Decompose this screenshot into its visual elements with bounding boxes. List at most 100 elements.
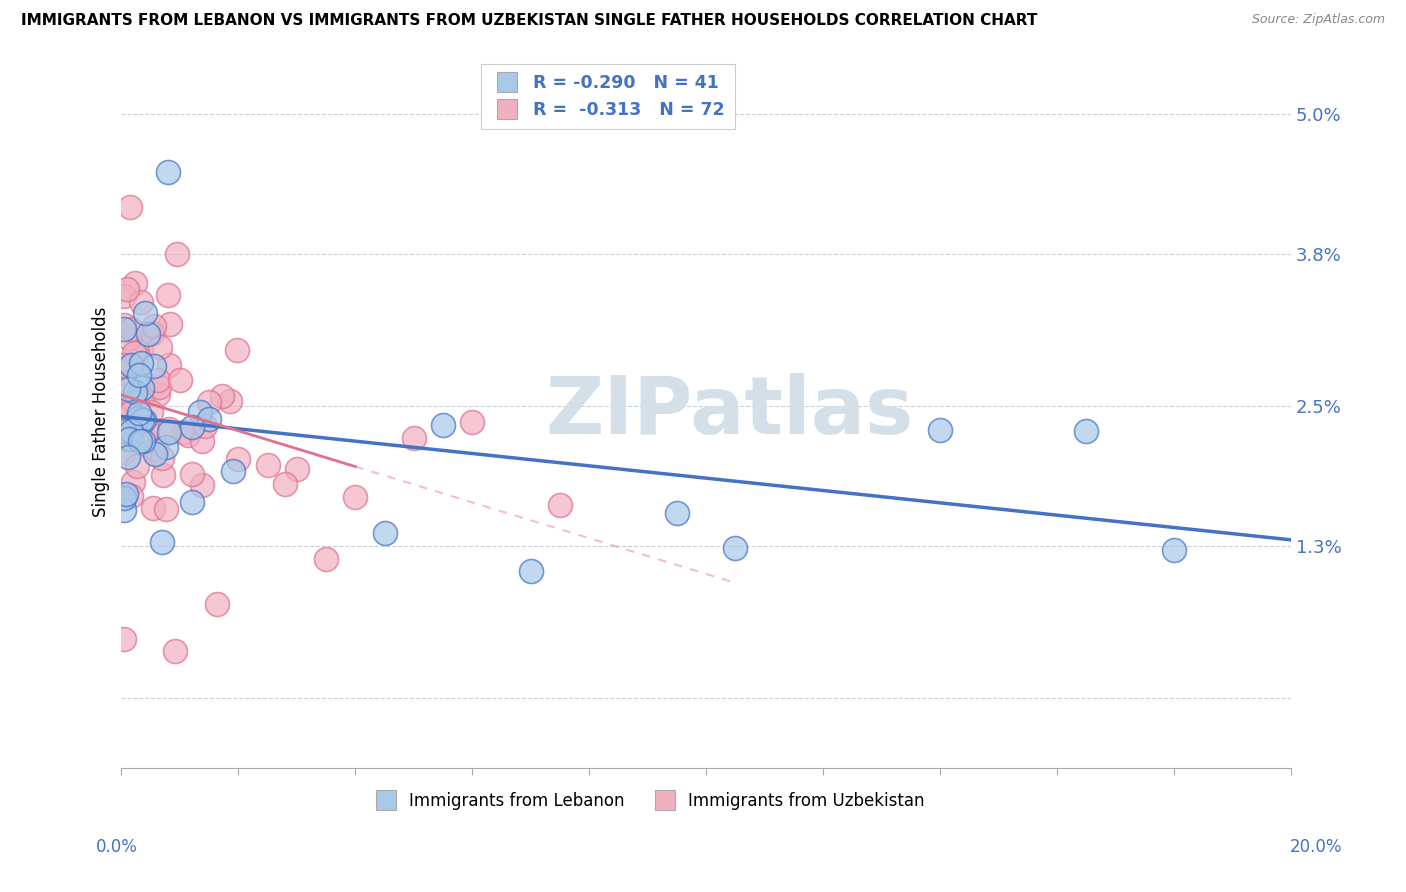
Point xyxy=(148,379,170,393)
Point xyxy=(117,450,139,465)
Point xyxy=(122,345,145,359)
Point xyxy=(121,475,143,489)
Point xyxy=(136,423,159,437)
Point xyxy=(125,458,148,473)
Point xyxy=(194,418,217,433)
Point xyxy=(118,331,141,345)
Point xyxy=(128,368,150,383)
Point xyxy=(274,476,297,491)
Point xyxy=(157,288,180,302)
Point xyxy=(114,430,136,444)
Point xyxy=(120,424,142,438)
Point xyxy=(188,404,211,418)
Point xyxy=(149,340,172,354)
Point xyxy=(180,494,202,508)
Point xyxy=(402,431,425,445)
Point xyxy=(169,373,191,387)
Point xyxy=(150,451,173,466)
Point xyxy=(122,395,145,409)
Point xyxy=(112,632,135,647)
Point xyxy=(120,393,142,408)
Point xyxy=(125,348,148,362)
Point xyxy=(141,326,163,340)
Text: 20.0%: 20.0% xyxy=(1291,838,1343,856)
Point xyxy=(128,434,150,449)
Point xyxy=(165,644,187,658)
Point xyxy=(131,390,153,404)
Point xyxy=(177,428,200,442)
Point xyxy=(150,535,173,549)
Point xyxy=(112,364,135,378)
Text: 0.0%: 0.0% xyxy=(96,838,138,856)
Point xyxy=(129,294,152,309)
Point xyxy=(157,165,180,179)
Point xyxy=(124,385,146,400)
Point xyxy=(136,326,159,341)
Point xyxy=(134,430,156,444)
Point xyxy=(131,412,153,426)
Point xyxy=(142,500,165,515)
Point xyxy=(159,317,181,331)
Point xyxy=(112,367,135,381)
Point xyxy=(256,458,278,473)
Point xyxy=(112,288,135,302)
Point xyxy=(226,343,249,358)
Point xyxy=(120,358,142,372)
Point xyxy=(120,489,142,503)
Point xyxy=(180,420,202,434)
Point xyxy=(145,442,167,456)
Point xyxy=(159,358,181,372)
Point xyxy=(191,478,214,492)
Point xyxy=(1163,543,1185,558)
Point xyxy=(129,356,152,370)
Point xyxy=(198,412,221,426)
Point xyxy=(173,425,195,440)
Point xyxy=(112,408,135,422)
Point xyxy=(180,467,202,481)
Point xyxy=(121,419,143,434)
Point xyxy=(112,318,135,332)
Point xyxy=(152,468,174,483)
Point xyxy=(222,464,245,478)
Point xyxy=(155,440,177,454)
Text: Source: ZipAtlas.com: Source: ZipAtlas.com xyxy=(1251,13,1385,27)
Point xyxy=(118,432,141,446)
Point xyxy=(120,405,142,419)
Point xyxy=(132,434,155,448)
Point xyxy=(344,490,367,504)
Text: ZIPatlas: ZIPatlas xyxy=(546,373,914,450)
Point xyxy=(146,373,169,387)
Point xyxy=(112,491,135,505)
Point xyxy=(115,282,138,296)
Point xyxy=(548,499,571,513)
Point xyxy=(198,395,221,409)
Point xyxy=(112,376,135,390)
Point xyxy=(112,445,135,459)
Point xyxy=(157,425,180,439)
Point xyxy=(666,506,689,520)
Point xyxy=(142,359,165,373)
Point xyxy=(143,447,166,461)
Point xyxy=(114,487,136,501)
Point xyxy=(211,389,233,403)
Point xyxy=(115,422,138,436)
Point xyxy=(129,340,152,354)
Point xyxy=(1076,424,1098,438)
Point xyxy=(315,552,337,566)
Point xyxy=(155,502,177,516)
Point xyxy=(374,526,396,541)
Point xyxy=(157,422,180,436)
Point xyxy=(166,247,188,261)
Legend: Immigrants from Lebanon, Immigrants from Uzbekistan: Immigrants from Lebanon, Immigrants from… xyxy=(364,785,931,817)
Point xyxy=(219,394,242,409)
Point xyxy=(112,425,135,439)
Point xyxy=(120,422,142,436)
Point xyxy=(724,541,747,556)
Point xyxy=(205,598,228,612)
Y-axis label: Single Father Households: Single Father Households xyxy=(93,306,110,516)
Point xyxy=(143,318,166,333)
Point xyxy=(112,322,135,336)
Point xyxy=(131,381,153,395)
Point xyxy=(128,424,150,438)
Point xyxy=(127,410,149,425)
